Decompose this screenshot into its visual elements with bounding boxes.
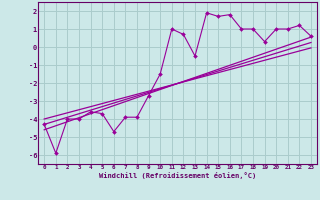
X-axis label: Windchill (Refroidissement éolien,°C): Windchill (Refroidissement éolien,°C) [99,172,256,179]
